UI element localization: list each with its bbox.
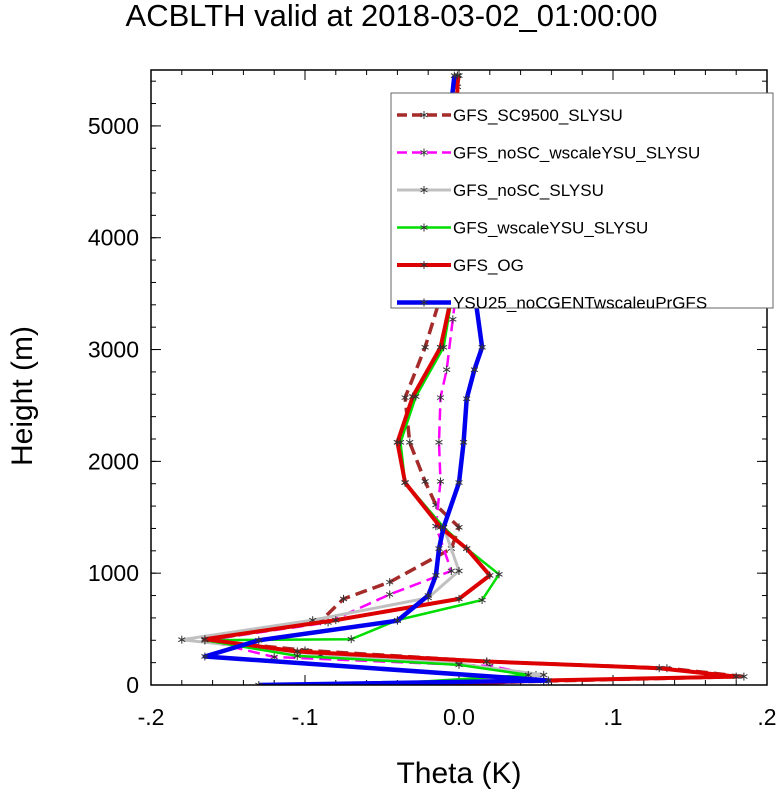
data-point-marker xyxy=(420,111,428,119)
data-point-marker xyxy=(406,438,414,447)
data-point-marker xyxy=(178,635,186,644)
data-point-marker xyxy=(442,365,451,374)
legend-entry-label: GFS_SC9500_SLYSU xyxy=(453,106,623,125)
chart-title: ACBLTH valid at 2018-03-02_01:00:00 xyxy=(125,0,658,33)
data-point-marker xyxy=(201,652,209,661)
data-point-marker xyxy=(401,478,409,487)
data-point-marker xyxy=(255,681,263,685)
data-point-marker xyxy=(495,570,503,579)
data-point-marker xyxy=(486,571,494,580)
data-point-marker xyxy=(478,596,486,605)
data-point-marker xyxy=(421,343,429,352)
data-point-marker xyxy=(347,635,355,644)
data-point-marker xyxy=(255,636,263,645)
data-point-marker xyxy=(393,438,402,447)
data-point-marker xyxy=(436,393,445,402)
data-point-marker xyxy=(339,594,348,603)
data-point-marker xyxy=(462,394,471,403)
plot-frame xyxy=(150,69,768,686)
data-point-marker xyxy=(420,298,428,307)
data-point-marker xyxy=(455,478,463,487)
legend-entry-label: GFS_wscaleYSU_SLYSU xyxy=(453,219,648,238)
data-point-marker xyxy=(435,438,443,447)
legend-entry-label: GFS_noSC_SLYSU xyxy=(453,181,604,200)
y-tick-label: 0 xyxy=(126,672,139,698)
data-point-marker xyxy=(420,261,428,269)
data-point-marker xyxy=(436,477,445,486)
y-tick-label: 4000 xyxy=(88,225,139,251)
x-tick-label: .1 xyxy=(603,704,622,730)
data-point-marker xyxy=(436,343,445,352)
legend: GFS_SC9500_SLYSU GFS_noSC_wscaleYSU_SLYSU… xyxy=(390,92,774,313)
data-point-marker xyxy=(420,223,428,232)
data-point-marker xyxy=(409,392,417,401)
legend-entry-label: YSU25_noCGENTwscaleuPrGFS xyxy=(453,294,707,313)
data-point-marker xyxy=(432,571,440,580)
y-tick-label: 3000 xyxy=(88,337,139,363)
data-point-marker xyxy=(459,438,468,447)
data-point-marker xyxy=(332,616,340,625)
data-point-marker xyxy=(201,635,209,644)
legend-box xyxy=(390,92,774,309)
y-tick-label: 1000 xyxy=(88,560,139,586)
data-point-marker xyxy=(401,393,409,402)
data-point-marker xyxy=(385,578,394,587)
data-point-marker xyxy=(455,660,463,669)
data-point-marker xyxy=(439,523,448,532)
y-axis-label: Height (m) xyxy=(6,325,39,467)
data-point-marker xyxy=(420,186,428,194)
x-axis-label: Theta (K) xyxy=(396,757,522,790)
data-point-marker xyxy=(462,544,471,553)
data-point-marker xyxy=(385,590,394,599)
data-point-marker xyxy=(455,523,463,532)
data-point-marker xyxy=(393,616,402,625)
x-tick-label: -.2 xyxy=(138,704,165,730)
data-point-marker xyxy=(455,566,463,575)
legend-entry-label: GFS_OG xyxy=(453,256,524,275)
data-point-marker xyxy=(478,343,486,352)
data-point-marker xyxy=(483,657,491,666)
data-point-marker xyxy=(655,664,663,673)
data-point-marker xyxy=(293,647,302,656)
tick-labels: -.2 -.1 0.0 .1 .2 0 1000 2000 3000 4000 5000 xyxy=(88,113,777,730)
x-tick-label: 0.0 xyxy=(443,704,475,730)
data-point-marker xyxy=(447,566,456,575)
data-point-marker xyxy=(421,477,429,486)
data-point-marker xyxy=(424,591,432,600)
data-point-marker xyxy=(544,676,553,685)
x-tick-label: .2 xyxy=(757,704,776,730)
data-point-marker xyxy=(455,594,463,603)
data-point-marker xyxy=(732,672,740,681)
y-tick-label: 2000 xyxy=(88,448,139,474)
y-tick-label: 5000 xyxy=(88,113,139,139)
data-point-marker xyxy=(470,365,479,374)
x-tick-label: -.1 xyxy=(292,704,319,730)
data-point-marker xyxy=(449,315,457,324)
legend-entry-label: GFS_noSC_wscaleYSU_SLYSU xyxy=(453,144,700,163)
data-point-marker xyxy=(740,672,748,681)
data-point-marker xyxy=(420,148,428,157)
data-point-marker xyxy=(435,544,443,553)
data-point-marker xyxy=(450,71,459,80)
